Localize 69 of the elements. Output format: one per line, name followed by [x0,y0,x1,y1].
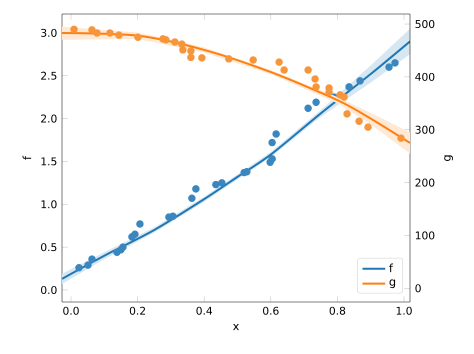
point [93,29,101,37]
point [304,104,312,112]
point [198,54,206,62]
point [345,83,353,91]
point [218,179,226,187]
y2-tick-label: 400 [415,72,434,81]
y-tick-label: 2.0 [41,114,57,123]
x-tick-label: 0.4 [196,306,212,315]
legend-label: g [390,279,396,288]
point [249,56,257,64]
y2-tick-label: 0 [415,284,421,292]
point [268,155,276,163]
point [88,255,96,263]
point [169,212,177,220]
point [391,59,399,67]
point [304,66,312,74]
point [136,220,144,228]
x-axis-title: x [232,324,239,330]
point [312,83,320,91]
point [179,46,187,54]
point [275,58,283,66]
point [192,185,200,193]
point [187,47,195,55]
point [385,63,393,71]
y2-tick-label: 500 [416,20,434,28]
point [268,138,276,146]
y-tick-label: 3.0 [41,28,57,37]
point [119,243,127,251]
point [84,261,92,269]
point [243,168,251,176]
point [272,130,280,138]
point [134,34,142,41]
y-tick-label: 1.5 [42,157,56,166]
y-axis-title: f [22,156,32,160]
point [397,134,405,142]
point [280,66,288,74]
point [106,29,114,37]
legend-label: f [389,263,394,272]
point [70,26,78,34]
point [340,93,348,101]
point [178,40,186,48]
point [355,118,363,126]
point [356,77,364,85]
point [115,31,123,39]
y-tick-label: 2.5 [41,72,56,80]
point [312,98,320,106]
x-tick-label: 0.6 [263,306,279,315]
point [225,55,233,63]
point [171,38,179,46]
y2-tick-label: 300 [416,126,434,134]
point [343,110,351,118]
point [311,75,319,83]
x-tick-label: 0.0 [63,306,79,315]
point [188,194,196,202]
point [75,264,83,272]
point [162,36,170,44]
y2-tick-label: 100 [416,231,434,240]
y-tick-label: 0.5 [41,243,56,252]
point [187,54,195,62]
x-tick-label: 0.2 [130,306,145,315]
point [364,123,372,131]
point [131,230,139,238]
y-tick-label: 0.0 [41,286,57,294]
y-tick-label: 1.0 [42,200,57,208]
point [212,180,220,188]
y2-axis-title: g [444,155,453,161]
x-tick-label: 0.8 [330,306,346,315]
x-tick-label: 1.0 [396,306,412,315]
y2-tick-label: 200 [415,178,434,187]
